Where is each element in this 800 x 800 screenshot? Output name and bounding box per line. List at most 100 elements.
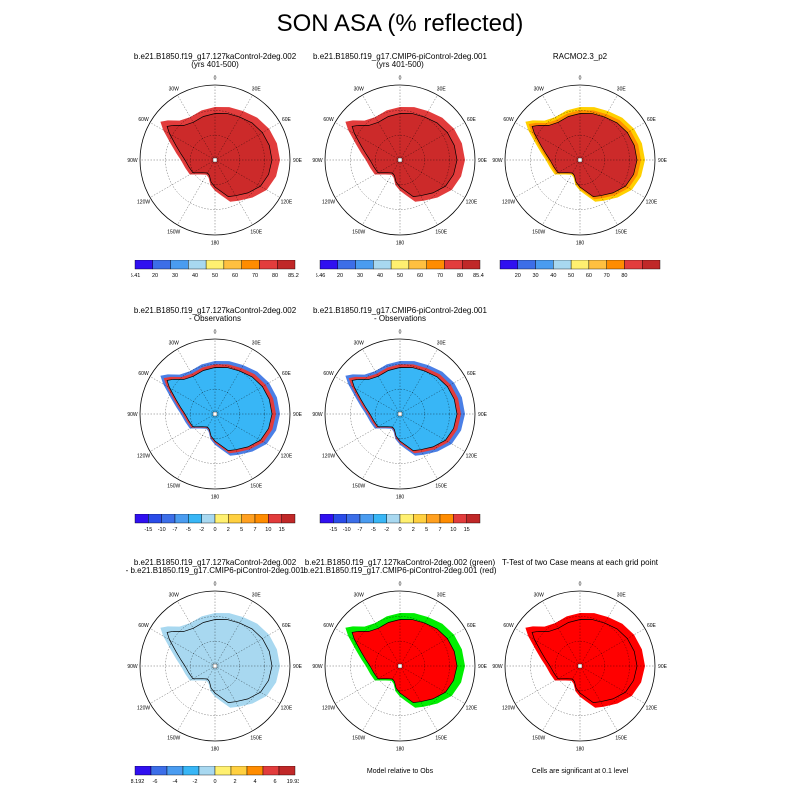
longitude-label: 60W	[323, 623, 334, 629]
colorbar-swatch	[333, 514, 347, 524]
colorbar-label: 50	[397, 273, 403, 279]
meridian-line	[399, 665, 438, 732]
longitude-label: 30W	[534, 87, 545, 93]
colorbar-swatch	[134, 766, 152, 776]
longitude-label: 60E	[282, 117, 292, 123]
meridian-line	[399, 413, 438, 480]
longitude-label: 30E	[252, 593, 262, 599]
colorbar-swatch	[359, 514, 374, 524]
meridian-line	[399, 159, 438, 226]
panel-subtitle: - Observations	[188, 314, 242, 323]
meridian-line	[214, 600, 253, 667]
panel-title: b.e21.B1850.f19_g17.127kaControl-2deg.00…	[133, 558, 297, 567]
colorbar-swatch	[188, 260, 207, 270]
colorbar-label: 30	[532, 273, 538, 279]
colorbar-label: 5	[240, 527, 243, 533]
longitude-label: 30E	[437, 341, 447, 347]
colorbar-label: 2	[227, 527, 230, 533]
colorbar-label: 60	[232, 273, 238, 279]
longitude-label: 180	[576, 747, 585, 753]
colorbar-swatch	[346, 514, 361, 524]
colorbar-swatch	[241, 260, 260, 270]
longitude-label: 150W	[167, 229, 180, 235]
colorbar-label: 80	[272, 273, 278, 279]
longitude-label: 0	[214, 76, 217, 82]
colorbar-label: 6	[273, 779, 276, 785]
longitude-label: 30W	[534, 593, 545, 599]
panel-subtitle: (yrs 401-500)	[376, 60, 424, 69]
longitude-label: 0	[579, 582, 582, 588]
longitude-label: 0	[399, 76, 402, 82]
meridian-line	[214, 348, 253, 415]
meridian-line	[399, 628, 466, 667]
colorbar-swatch	[223, 260, 242, 270]
main-title: SON ASA (% reflected)	[276, 10, 524, 37]
meridian-line	[334, 665, 401, 704]
meridian-line	[514, 122, 581, 161]
colorbar-swatch	[588, 260, 607, 270]
colorbar-label: 70	[437, 273, 443, 279]
colorbar-swatch	[466, 514, 481, 524]
longitude-label: 150W	[352, 229, 365, 235]
colorbar-label: 7	[253, 527, 256, 533]
colorbar-label: 15	[279, 527, 285, 533]
longitude-label: 90W	[492, 158, 503, 164]
longitude-label: 30E	[437, 593, 447, 599]
colorbar-swatch	[553, 260, 572, 270]
continent-fill	[166, 367, 273, 451]
longitude-label: 60E	[282, 371, 292, 377]
colorbar-swatch	[355, 260, 374, 270]
longitude-label: 180	[396, 241, 405, 247]
meridian-line	[214, 665, 253, 732]
colorbar-swatch	[174, 514, 189, 524]
colorbar-label: 5.46	[316, 273, 325, 279]
colorbar-label: 20	[152, 273, 158, 279]
colorbar-label: -28.192	[131, 779, 144, 785]
colorbar-label: 70	[604, 273, 610, 279]
colorbar-swatch	[462, 260, 481, 270]
colorbar-label: 10	[265, 527, 271, 533]
meridian-line	[214, 94, 253, 161]
colorbar-swatch	[319, 260, 338, 270]
longitude-label: 30W	[354, 593, 365, 599]
pole-marker	[212, 157, 218, 163]
colorbar-swatch	[570, 260, 590, 270]
colorbar-swatch	[188, 514, 202, 524]
colorbar-swatch	[201, 514, 216, 524]
longitude-label: 150E	[615, 735, 627, 741]
colorbar-swatch	[319, 514, 334, 524]
pole-marker	[577, 157, 583, 163]
longitude-label: 30W	[169, 341, 180, 347]
colorbar-label: 70	[252, 273, 258, 279]
colorbar-label: 60	[417, 273, 423, 279]
colorbar-label: -10	[158, 527, 166, 533]
meridian-line	[362, 665, 401, 732]
longitude-label: 120E	[281, 705, 293, 711]
longitude-label: 150W	[352, 483, 365, 489]
longitude-label: 60E	[467, 117, 477, 123]
panel-case2-obs: b.e21.B1850.f19_g17.CMIP6-piControl-2deg…	[310, 306, 490, 536]
latitude-circle	[555, 135, 605, 185]
colorbar-label: 40	[377, 273, 383, 279]
colorbar-label: -10	[343, 527, 351, 533]
meridian-line	[579, 665, 646, 704]
colorbar-swatch	[259, 260, 278, 270]
meridian-line	[579, 665, 618, 732]
colorbar-swatch	[268, 514, 282, 524]
meridian-line	[362, 600, 401, 667]
latitude-circle	[190, 389, 240, 439]
panel-title: b.e21.B1850.f19_g17.CMIP6-piControl-2deg…	[313, 52, 487, 61]
longitude-label: 60W	[138, 371, 149, 377]
colorbar-swatch	[262, 766, 280, 776]
colorbar-label: -5	[186, 527, 191, 533]
polar-map: 0 30E 60E 90E 120E 150E 180 150W 120W 90W 60W 30W	[127, 330, 302, 501]
longitude-label: 150E	[435, 735, 447, 741]
longitude-label: 60E	[467, 371, 477, 377]
meridian-line	[214, 665, 281, 704]
colorbar-swatch	[517, 260, 536, 270]
colorbar-swatch	[214, 514, 229, 524]
longitude-label: 120W	[322, 705, 335, 711]
longitude-label: 180	[576, 241, 585, 247]
longitude-label: 90E	[293, 664, 303, 670]
colorbar-label: 15	[464, 527, 470, 533]
